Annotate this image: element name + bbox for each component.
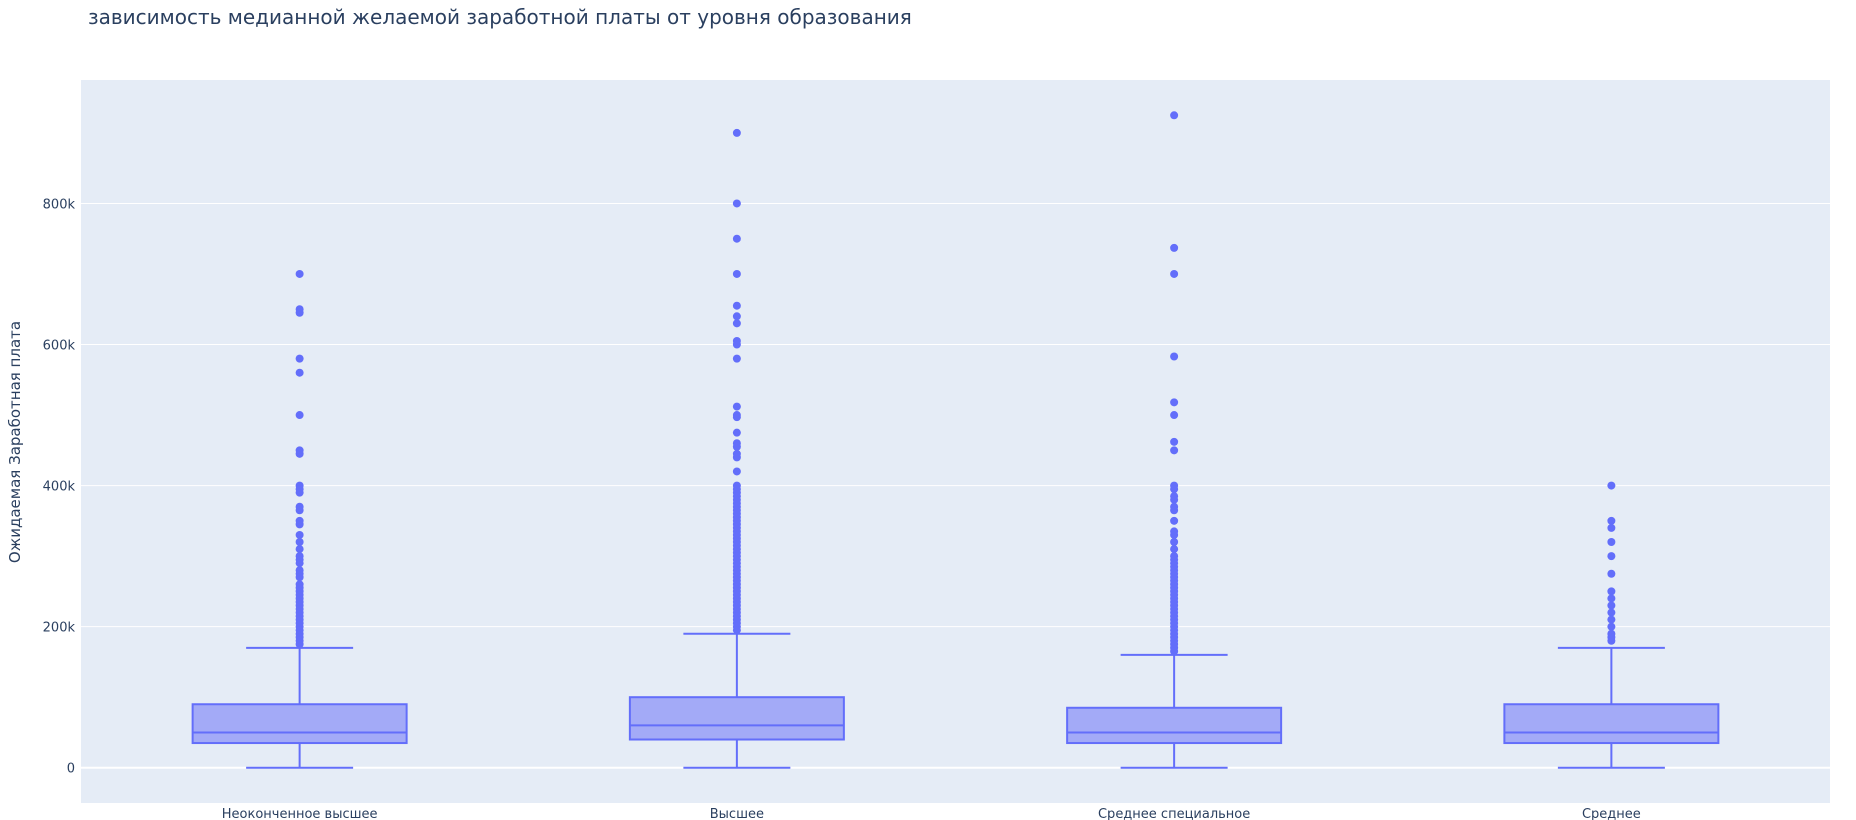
- outlier-point: [1170, 647, 1179, 656]
- outlier-point: [1170, 495, 1179, 504]
- y-axis-ticks: 0 200k 400k 600k 800k: [43, 197, 76, 776]
- grid-lines: [81, 202, 1830, 769]
- outlier-point: [1607, 587, 1616, 596]
- y-tick-label: 600k: [43, 339, 76, 354]
- chart-title: зависимость медианной желаемой заработно…: [88, 5, 912, 29]
- box-group: [191, 269, 408, 769]
- outlier-point: [1607, 636, 1616, 645]
- outlier-point: [1170, 545, 1179, 554]
- outlier-point: [1170, 111, 1179, 120]
- outlier-point: [295, 559, 304, 568]
- outlier-point: [1607, 552, 1616, 561]
- outlier-point: [1170, 398, 1179, 407]
- outlier-point: [295, 573, 304, 582]
- outlier-point: [732, 467, 741, 476]
- outlier-point: [295, 640, 304, 649]
- outlier-point: [295, 506, 304, 515]
- outlier-point: [732, 402, 741, 411]
- box-group: [1066, 111, 1283, 769]
- outlier-point: [295, 545, 304, 554]
- iqr-box: [628, 696, 845, 741]
- outlier-point: [732, 354, 741, 363]
- outlier-point: [1170, 437, 1179, 446]
- outlier-point: [732, 234, 741, 243]
- outlier-point: [295, 411, 304, 420]
- outlier-point: [1607, 538, 1616, 547]
- y-tick-label: 400k: [43, 480, 76, 495]
- outlier-point: [295, 354, 304, 363]
- y-tick-label: 800k: [43, 197, 76, 212]
- y-tick-label: 0: [67, 762, 75, 777]
- box-group: [1503, 481, 1720, 769]
- y-axis-title: Ожидаемая Заработная плата: [6, 321, 24, 563]
- outlier-point: [732, 626, 741, 635]
- outlier-point: [732, 428, 741, 437]
- box-group: [628, 128, 845, 769]
- outlier-point: [732, 301, 741, 310]
- outlier-point: [732, 453, 741, 462]
- iqr-box: [1066, 706, 1283, 745]
- outlier-point: [732, 269, 741, 278]
- outlier-point: [1607, 523, 1616, 532]
- outlier-point: [295, 530, 304, 539]
- outlier-point: [295, 520, 304, 529]
- outlier-point: [1170, 243, 1179, 252]
- outlier-point: [1607, 608, 1616, 617]
- outlier-point: [732, 128, 741, 137]
- outlier-point: [1170, 506, 1179, 515]
- x-tick-label: Среднее специальное: [1098, 807, 1250, 820]
- y-tick-label: 200k: [43, 621, 76, 636]
- outlier-point: [732, 413, 741, 422]
- outlier-point: [295, 488, 304, 497]
- outlier-point: [295, 269, 304, 278]
- outlier-point: [1170, 269, 1179, 278]
- outlier-point: [1607, 594, 1616, 603]
- x-tick-label: Неоконченное высшее: [222, 807, 378, 820]
- outlier-point: [1170, 516, 1179, 525]
- outlier-point: [1170, 538, 1179, 547]
- plot-area: [81, 80, 1830, 803]
- outlier-point: [732, 199, 741, 208]
- outlier-point: [1607, 601, 1616, 610]
- outlier-point: [295, 449, 304, 458]
- iqr-box: [1503, 703, 1720, 745]
- outlier-point: [1607, 516, 1616, 525]
- outlier-point: [1607, 622, 1616, 631]
- boxes-layer: [191, 111, 1720, 769]
- x-axis-ticks: Неоконченное высшее Высшее Среднее специал…: [222, 807, 1641, 820]
- outlier-point: [732, 319, 741, 328]
- iqr-box: [191, 703, 408, 745]
- outlier-point: [1607, 615, 1616, 624]
- outlier-point: [1170, 446, 1179, 455]
- outlier-point: [295, 308, 304, 317]
- outlier-point: [295, 368, 304, 377]
- x-tick-label: Высшее: [710, 807, 764, 820]
- outlier-point: [732, 312, 741, 321]
- outlier-point: [1607, 481, 1616, 490]
- outlier-point: [1170, 411, 1179, 420]
- outlier-point: [295, 538, 304, 547]
- outlier-point: [1170, 352, 1179, 361]
- outlier-point: [1170, 530, 1179, 539]
- x-tick-label: Среднее: [1582, 807, 1641, 820]
- outlier-point: [1170, 485, 1179, 494]
- outlier-point: [1607, 569, 1616, 578]
- outlier-point: [732, 340, 741, 349]
- outlier-point: [732, 442, 741, 451]
